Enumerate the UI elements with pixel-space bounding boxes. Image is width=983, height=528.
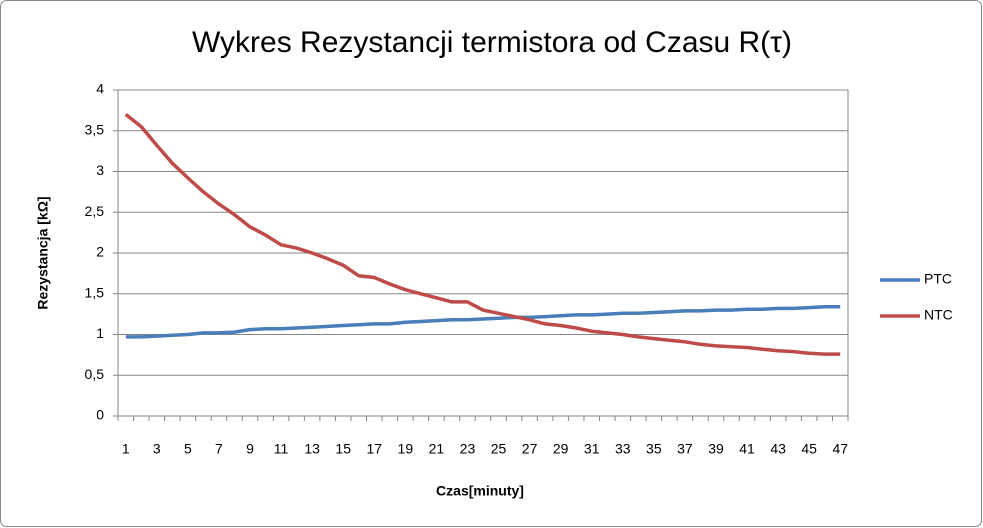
x-tick-label: 9 — [246, 441, 254, 457]
y-tick-label: 0 — [96, 407, 104, 423]
y-tick-label: 1 — [96, 325, 104, 341]
y-tick-label: 3 — [96, 162, 104, 178]
x-tick-label: 21 — [429, 441, 445, 457]
legend-label: NTC — [924, 307, 953, 323]
x-tick-label: 13 — [304, 441, 320, 457]
series-line — [124, 113, 841, 356]
chart-title: Wykres Rezystancji termistora od Czasu R… — [192, 26, 792, 59]
x-tick-label: 23 — [460, 441, 476, 457]
x-tick-label: 31 — [584, 441, 600, 457]
x-tick-label: 15 — [335, 441, 351, 457]
x-tick-label: 25 — [491, 441, 507, 457]
x-tick-label: 39 — [708, 441, 724, 457]
y-tick-label: 4 — [96, 81, 104, 97]
x-tick-label: 41 — [739, 441, 755, 457]
legend-label: PTC — [924, 271, 952, 287]
x-tick-label: 3 — [153, 441, 161, 457]
x-tick-label: 11 — [274, 441, 289, 457]
x-tick-label: 27 — [522, 441, 538, 457]
x-tick-label: 47 — [832, 441, 848, 457]
x-tick-label: 17 — [366, 441, 382, 457]
x-axis-title: Czas[minuty] — [436, 483, 524, 499]
x-tick-label: 7 — [215, 441, 223, 457]
x-tick-label: 1 — [122, 441, 130, 457]
x-tick-label: 45 — [801, 441, 817, 457]
x-tick-label: 19 — [398, 441, 414, 457]
y-tick-label: 0,5 — [85, 366, 105, 382]
x-tick-label: 33 — [615, 441, 631, 457]
y-tick-label: 3,5 — [85, 121, 105, 137]
x-tick-label: 43 — [770, 441, 786, 457]
x-tick-label: 29 — [553, 441, 569, 457]
x-tick-label: 37 — [677, 441, 693, 457]
y-tick-label: 1,5 — [85, 284, 105, 300]
x-tick-label: 5 — [184, 441, 192, 457]
y-axis-title: Rezystancja [kΩ] — [35, 196, 51, 309]
x-tick-label: 35 — [646, 441, 662, 457]
y-tick-label: 2 — [96, 244, 104, 260]
y-tick-label: 2,5 — [85, 203, 105, 219]
series-line — [125, 305, 841, 339]
plot-area — [117, 89, 849, 417]
